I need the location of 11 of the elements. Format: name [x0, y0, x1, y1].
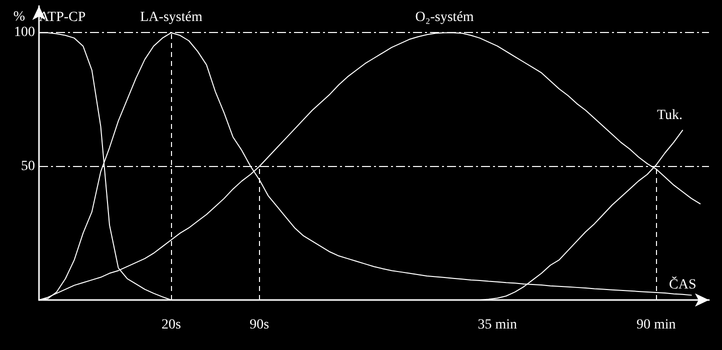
x-tick-label: 20s [162, 318, 181, 332]
x-tick-label: 35 min [478, 318, 518, 332]
series-label: LA-systém [140, 10, 202, 26]
x-tick-label: 90 min [636, 318, 676, 332]
x-tick-label: 90s [250, 318, 270, 332]
y-axis-title: % [13, 10, 26, 24]
y-tick-label: 100 [14, 25, 35, 40]
series-label: Tuk. [656, 108, 683, 123]
y-tick-label: 50 [21, 158, 35, 174]
x-axis-title: ČAS [669, 276, 696, 292]
series-label: O₂-systém [415, 10, 474, 26]
